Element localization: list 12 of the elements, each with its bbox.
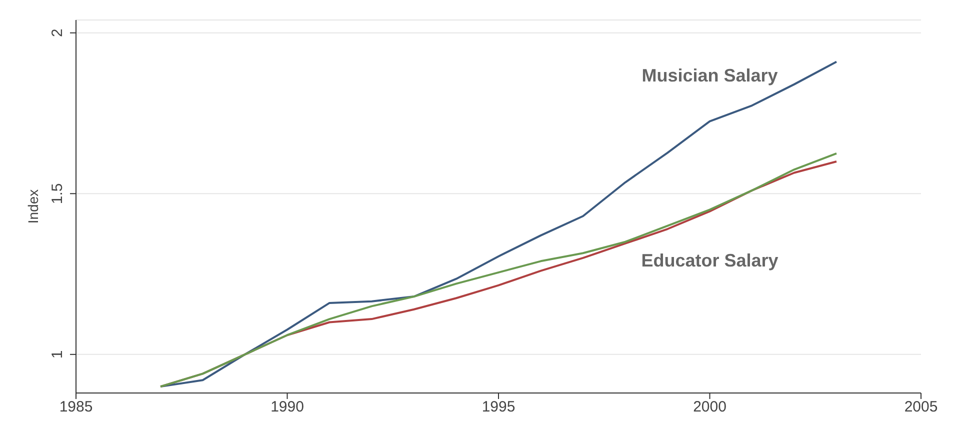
x-tick-label: 2000: [693, 398, 726, 416]
series-label: Educator Salary: [641, 250, 778, 270]
x-tick-label: 2005: [904, 398, 938, 416]
y-axis-title: Index: [24, 189, 41, 224]
line-series: [160, 60, 838, 388]
series-label: Musician Salary: [642, 65, 778, 86]
x-tick-label: 1990: [270, 398, 304, 416]
y-tick-label: 1.5: [49, 183, 66, 204]
x-tick-label: 1995: [482, 398, 516, 416]
y-tick-label: 1: [49, 350, 66, 359]
y-tick-label: 2: [49, 28, 66, 38]
x-tick-label: 1985: [59, 398, 93, 416]
